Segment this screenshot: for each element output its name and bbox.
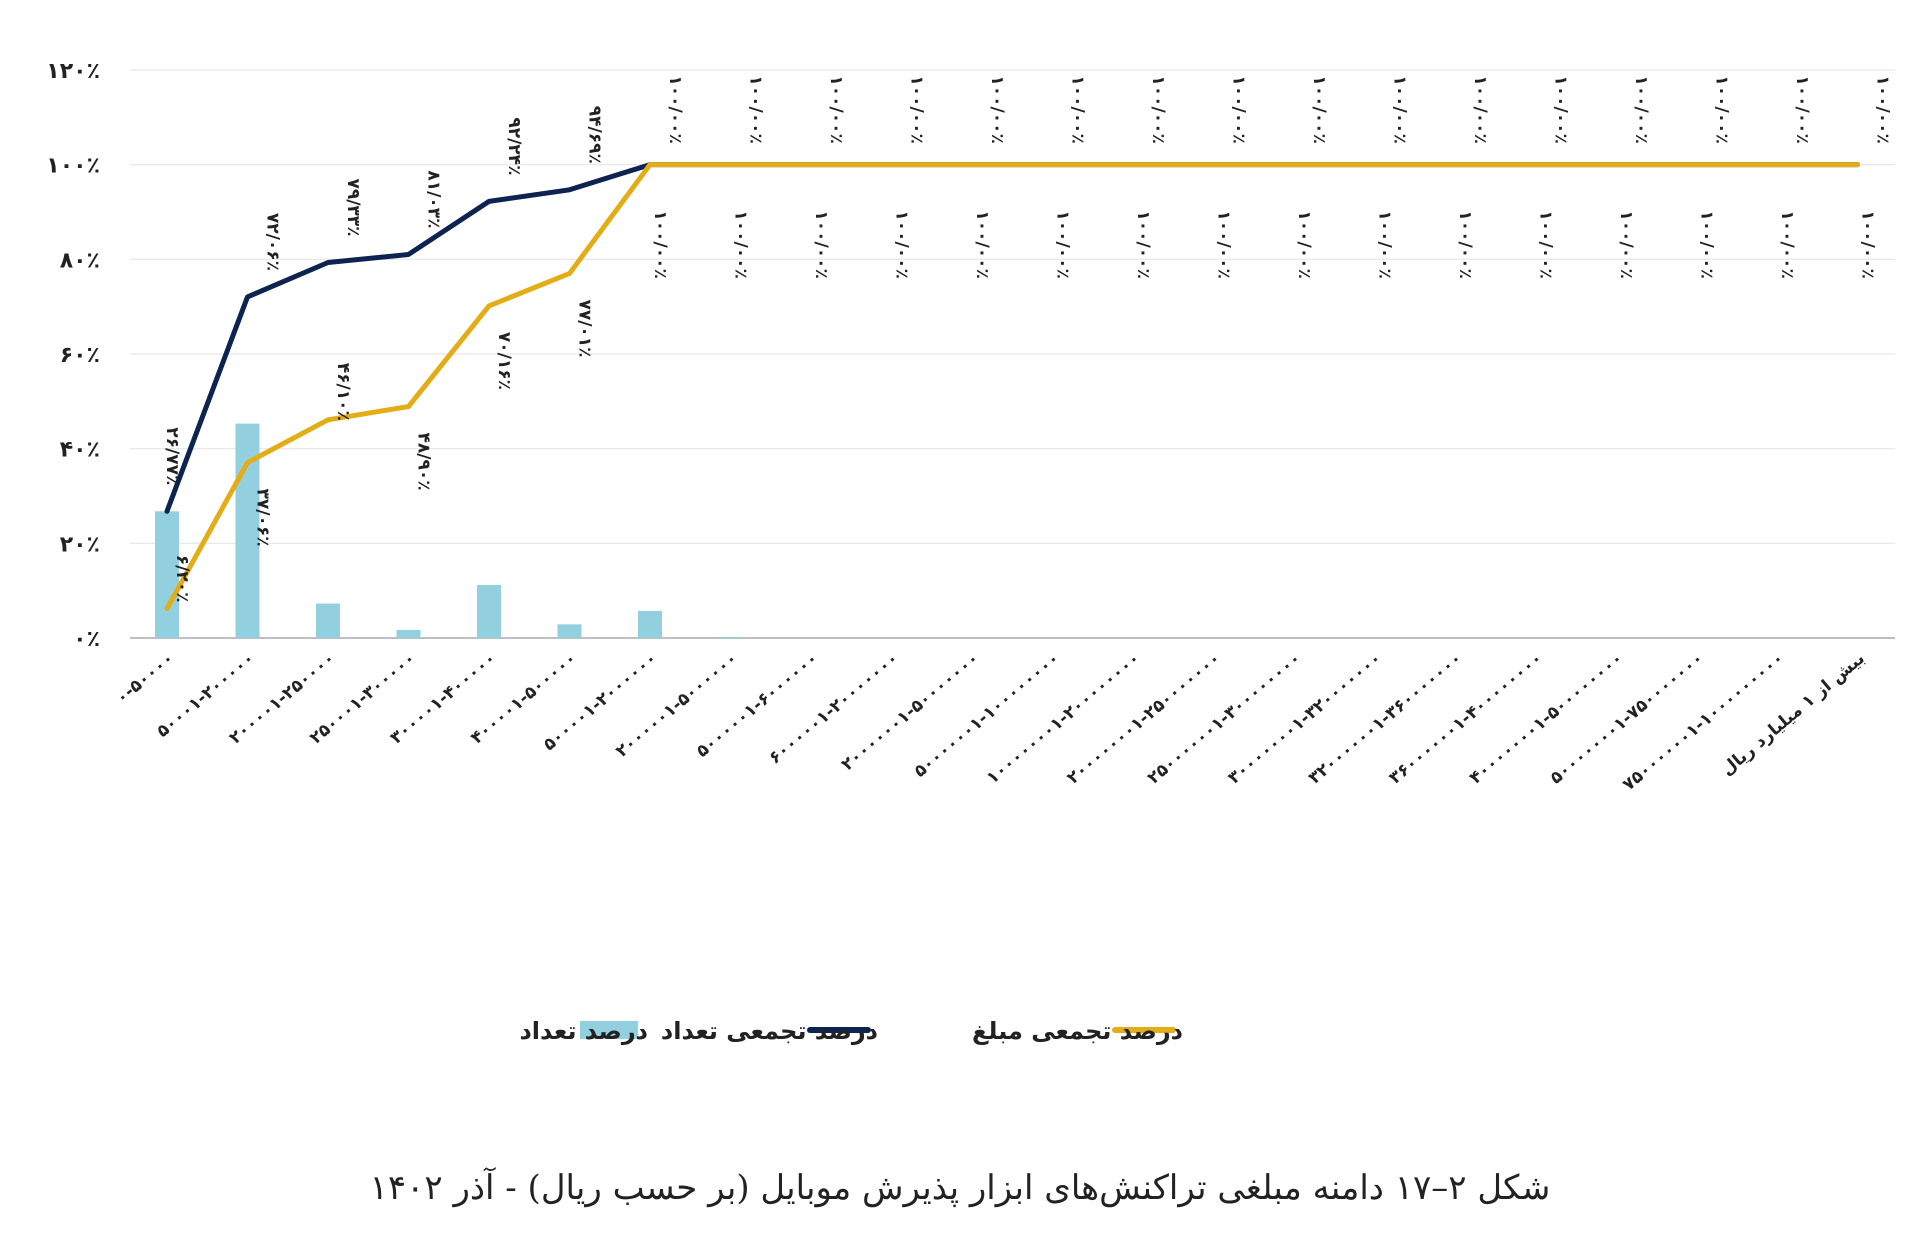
data-label: ۳۷/۰۶٪: [253, 489, 273, 547]
y-axis: ۰٪ ۲۰٪ ۴۰٪ ۶۰٪ ۸۰٪ ۱۰۰٪ ۱۲۰٪: [46, 59, 100, 652]
data-label: ۸۱/۰۳٪: [424, 170, 444, 228]
data-label: ۹۴/۶۹٪: [585, 106, 605, 164]
bar: [557, 624, 582, 638]
line-series: [164, 162, 1860, 612]
legend-label: درصد تجمعی تعداد: [661, 1017, 878, 1045]
y-tick-label: ۰٪: [73, 627, 100, 652]
data-labels: ۲۶/۷۷٪ ۷۲/۰۶٪ ۷۹/۳۳٪ ۸۱/۰۳٪ ۹۲/۲۴٪ ۹۴/۶۹٪ ۱۰۰/…: [162, 75, 1893, 602]
data-label: ۱۰۰/۰۰٪: [1616, 210, 1636, 278]
series-line: [164, 162, 1860, 612]
y-tick-label: ۶۰٪: [60, 343, 100, 368]
data-label: ۱۰۰/۰۰٪: [811, 210, 831, 278]
data-label: ۱۰۰/۰۰٪: [1455, 210, 1475, 278]
data-label: ۱۰۰/۰۰٪: [907, 75, 927, 143]
x-tick-label: ۲۰۰۰۰۰۰۰۱-۲۵۰۰۰۰۰۰۰: [1063, 649, 1224, 789]
data-label: ۱۰۰/۰۰٪: [972, 210, 992, 278]
data-label: ۷۷/۰۱٪: [575, 299, 595, 357]
bar: [396, 629, 421, 638]
data-label: ۱۰۰/۰۰٪: [1792, 75, 1812, 143]
x-tick-label: ۳۶۰۰۰۰۰۰۱-۴۰۰۰۰۰۰۰۰: [1385, 649, 1546, 789]
chart-grid: [130, 69, 1895, 639]
x-tick-label: ۱۰۰۰۰۰۰۰۱-۲۰۰۰۰۰۰۰۰: [983, 649, 1144, 789]
data-label: ۱۰۰/۰۰٪: [665, 75, 685, 143]
y-tick-label: ۲۰٪: [60, 532, 100, 557]
bar: [316, 603, 340, 638]
x-tick-label: ۲۵۰۰۰۰۰۰۱-۳۰۰۰۰۰۰۰۰: [1144, 649, 1305, 789]
y-tick-label: ۴۰٪: [60, 438, 100, 463]
data-label: ۱۰۰/۰۰٪: [1214, 210, 1234, 278]
data-label: ۱۰۰/۰۰٪: [1390, 75, 1410, 143]
data-label: ۱۰۰/۰۰٪: [650, 210, 670, 278]
data-label: ۱۰۰/۰۰٪: [1375, 210, 1395, 278]
data-label: ۱۰۰/۰۰٪: [1631, 75, 1651, 143]
data-label: ۱۰۰/۰۰٪: [1470, 75, 1490, 143]
data-label: ۱۰۰/۰۰٪: [892, 210, 912, 278]
data-label: ۷۹/۳۳٪: [343, 178, 363, 236]
bar: [155, 511, 179, 638]
x-tick-label: بیش از ۱ میلیارد ریال: [1718, 649, 1869, 780]
y-tick-label: ۱۰۰٪: [46, 154, 100, 179]
data-label: ۹۲/۲۴٪: [504, 117, 524, 175]
data-label: ۱۰۰/۰۰٪: [1148, 75, 1168, 143]
data-label: ۱۰۰/۰۰٪: [1229, 75, 1249, 143]
data-label: ۱۰۰/۰۰٪: [731, 210, 751, 278]
legend: درصد تجمعی مبلغ درصد تجمعی تعداد درصد تعدا…: [519, 1017, 1183, 1045]
data-label: ۷۲/۰۶٪: [263, 213, 283, 271]
data-label: ۴۶/۱۰٪: [333, 363, 353, 421]
data-label: ۱۰۰/۰۰٪: [1873, 75, 1893, 143]
y-tick-label: ۸۰٪: [60, 248, 100, 273]
x-axis: ۰-۵۰۰۰۰۵۰۰۰۱-۲۰۰۰۰۰۲۰۰۰۰۱-۲۵۰۰۰۰۲۵۰۰۰۱-۳…: [112, 649, 1868, 796]
bar-series: [155, 423, 1870, 638]
data-label: ۷۰/۱۶٪: [494, 332, 514, 390]
data-label: ۶/۲۰٪: [172, 555, 192, 603]
data-label: ۱۰۰/۰۰٪: [1133, 210, 1153, 278]
data-label: ۱۰۰/۰۰٪: [987, 75, 1007, 143]
data-label: ۱۰۰/۰۰٪: [826, 75, 846, 143]
data-label: ۱۰۰/۰۰٪: [1777, 210, 1797, 278]
x-tick-label: ۵۰۰۰۰۰۰۰۱-۷۵۰۰۰۰۰۰۰: [1546, 649, 1707, 789]
x-tick-label: ۷۵۰۰۰۰۰۰۱-۱۰۰۰۰۰۰۰۰۰: [1619, 649, 1788, 796]
x-tick-label: ۲۰۰۰۰۰۰۱-۵۰۰۰۰۰۰۰: [838, 649, 983, 776]
data-label: ۱۰۰/۰۰٪: [1858, 210, 1878, 278]
data-label: ۱۰۰/۰۰٪: [746, 75, 766, 143]
legend-swatch: [580, 1021, 638, 1039]
x-tick-label: ۶۰۰۰۰۰۱-۲۰۰۰۰۰۰۰: [765, 649, 902, 769]
data-label: ۱۰۰/۰۰٪: [1068, 75, 1088, 143]
data-label: ۲۶/۷۷٪: [162, 427, 182, 485]
legend-label: درصد تجمعی مبلغ: [972, 1017, 1183, 1045]
x-tick-label: ۳۰۰۰۰۰۰۰۱-۳۲۰۰۰۰۰۰۰: [1224, 649, 1385, 789]
figure-caption: شکل ۲–۱۷ دامنه مبلغی تراکنش‌های ابزار پذ…: [369, 1168, 1551, 1208]
data-label: ۱۰۰/۰۰٪: [1551, 75, 1571, 143]
data-label: ۱۰۰/۰۰٪: [1536, 210, 1556, 278]
x-tick-label: ۳۲۰۰۰۰۰۰۱-۳۶۰۰۰۰۰۰۰: [1305, 649, 1466, 789]
data-label: ۴۸/۹۰٪: [414, 432, 434, 490]
x-tick-label: ۵۰۰۰۰۰۰۱-۱۰۰۰۰۰۰۰۰: [910, 649, 1063, 782]
chart: ۰٪ ۲۰٪ ۴۰٪ ۶۰٪ ۸۰٪ ۱۰۰٪ ۱۲۰٪ ۲۶/۷۷٪ ۷۲/۰۶٪ ۷۹/۳۳…: [46, 59, 1895, 1045]
data-label: ۱۰۰/۰۰٪: [1053, 210, 1073, 278]
data-label: ۱۰۰/۰۰٪: [1309, 75, 1329, 143]
x-tick-label: ۰-۵۰۰۰۰: [112, 649, 178, 709]
data-label: ۱۰۰/۰۰٪: [1294, 210, 1314, 278]
legend-label: درصد تعداد: [519, 1017, 648, 1045]
data-label: ۱۰۰/۰۰٪: [1697, 210, 1717, 278]
bar: [477, 584, 501, 638]
x-tick-label: ۴۰۰۰۰۰۰۰۱-۵۰۰۰۰۰۰۰۰: [1466, 649, 1627, 789]
data-label: ۱۰۰/۰۰٪: [1712, 75, 1732, 143]
bar: [638, 610, 662, 638]
y-tick-label: ۱۲۰٪: [46, 59, 100, 84]
bar: [718, 637, 743, 638]
